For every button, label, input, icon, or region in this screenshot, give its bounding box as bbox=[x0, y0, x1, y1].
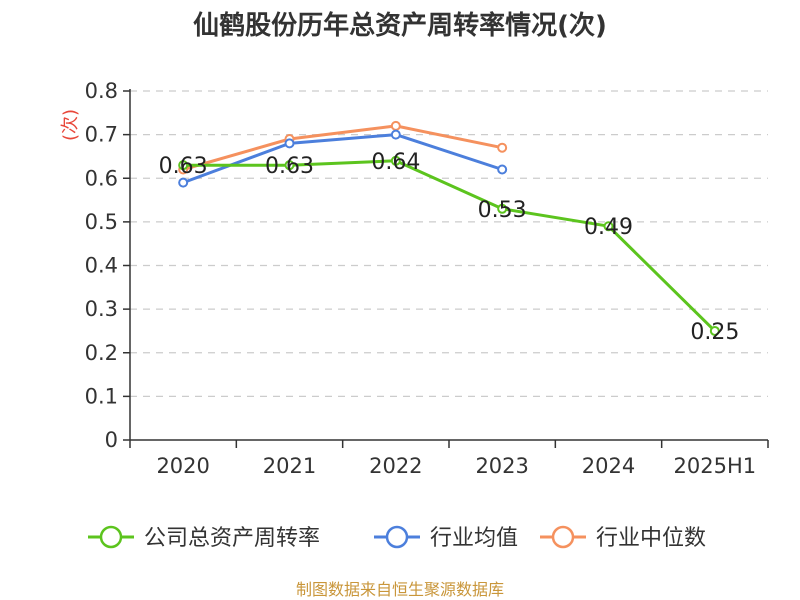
legend-item-1: 行业均值 bbox=[374, 525, 518, 551]
y-tick-label: 0.3 bbox=[85, 297, 118, 321]
legend-item-2: 行业中位数 bbox=[540, 525, 706, 551]
x-tick-label: 2021 bbox=[263, 454, 316, 478]
source-note: 制图数据来自恒生聚源数据库 bbox=[296, 580, 504, 599]
data-label: 0.63 bbox=[159, 154, 208, 179]
grid-lines bbox=[130, 90, 768, 397]
data-point bbox=[390, 120, 401, 131]
y-tick-label: 0.8 bbox=[85, 79, 118, 103]
x-tick-label: 2025H1 bbox=[674, 454, 757, 478]
x-tick-label: 2023 bbox=[475, 454, 528, 478]
legend-swatch-marker bbox=[385, 525, 409, 549]
legend-swatch-marker bbox=[551, 525, 575, 549]
data-point bbox=[497, 203, 508, 214]
legend: 公司总资产周转率 行业均值 行业中位数 bbox=[88, 525, 706, 551]
x-tick-labels: 2020 2021 2022 2023 2024 2025H1 bbox=[156, 454, 756, 478]
chart-title: 仙鹤股份历年总资产周转率情况(次) bbox=[193, 10, 607, 41]
y-tick-label: 0.6 bbox=[85, 166, 118, 190]
series-lines bbox=[178, 120, 720, 336]
y-tick-label: 0.4 bbox=[85, 254, 118, 278]
series-line-1 bbox=[182, 133, 503, 185]
y-tick-label: 0.1 bbox=[85, 384, 118, 408]
data-point bbox=[178, 177, 189, 188]
data-label: 0.63 bbox=[265, 154, 314, 179]
data-point bbox=[497, 164, 508, 175]
series-line-2 bbox=[182, 124, 503, 171]
x-tick-label: 2020 bbox=[156, 454, 209, 478]
y-tick-label: 0.7 bbox=[85, 123, 118, 147]
y-tick-label: 0 bbox=[105, 428, 118, 452]
data-label: 0.49 bbox=[584, 215, 633, 240]
y-tick-labels: 0 0.1 0.2 0.3 0.4 0.5 0.6 0.7 0.8 bbox=[85, 79, 118, 452]
legend-label: 行业中位数 bbox=[596, 526, 706, 551]
legend-item-0: 公司总资产周转率 bbox=[88, 525, 320, 551]
legend-swatch-marker bbox=[99, 525, 123, 549]
series-line-0 bbox=[183, 159, 716, 332]
legend-label: 行业均值 bbox=[430, 526, 518, 551]
data-point bbox=[390, 155, 401, 166]
y-axis-label: (次) bbox=[60, 109, 81, 141]
data-point bbox=[284, 160, 295, 171]
legend-label: 公司总资产周转率 bbox=[144, 526, 320, 551]
x-tick-label: 2024 bbox=[582, 454, 635, 478]
data-point bbox=[497, 142, 508, 153]
y-tick-label: 0.2 bbox=[85, 341, 118, 365]
data-point bbox=[178, 160, 189, 171]
data-label: 0.64 bbox=[371, 150, 420, 175]
data-point bbox=[603, 221, 614, 232]
data-point bbox=[709, 325, 720, 336]
data-labels: 0.63 0.63 0.64 0.53 0.49 0.25 bbox=[159, 150, 740, 345]
data-label: 0.53 bbox=[478, 198, 527, 223]
data-label: 0.25 bbox=[690, 320, 739, 345]
data-point bbox=[284, 138, 295, 149]
y-tick-label: 0.5 bbox=[85, 210, 118, 234]
axes bbox=[123, 89, 769, 448]
x-tick-label: 2022 bbox=[369, 454, 422, 478]
data-point bbox=[390, 129, 401, 140]
